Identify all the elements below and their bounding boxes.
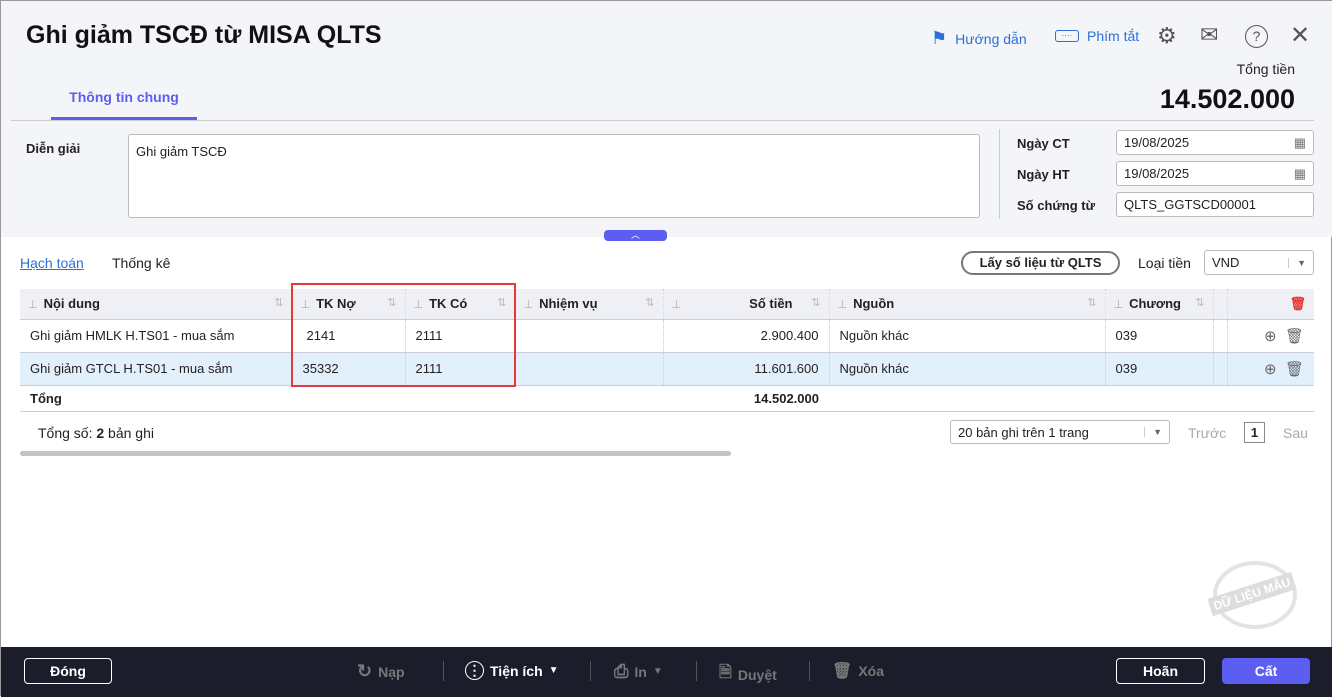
help-icon[interactable]: ? (1245, 25, 1268, 48)
mail-icon[interactable]: ✉ (1200, 22, 1219, 47)
tab-stats[interactable]: Thống kê (112, 255, 171, 271)
pin-icon: ⊥ (1113, 299, 1124, 312)
col-content[interactable]: ⊥ Nội dung ⇅ (20, 289, 293, 319)
reload-icon: ↻ (357, 661, 373, 681)
col-task[interactable]: ⊥ Nhiệm vụ ⇅ (515, 289, 664, 319)
chevron-down-icon: ▼ (1144, 427, 1162, 437)
divider (999, 129, 1000, 219)
pin-icon: ⊥ (837, 299, 848, 312)
col-credit[interactable]: ⊥ TK Có ⇅ (405, 289, 516, 319)
total-label: Tổng tiền (1236, 61, 1295, 77)
delete-button[interactable]: 🗑 Xóa (832, 663, 884, 680)
date-ct-input[interactable]: 19/08/2025 ▦ (1116, 130, 1314, 155)
delete-all-icon[interactable]: 🗑 (1227, 289, 1314, 319)
fetch-data-button[interactable]: Lấy số liệu từ QLTS (961, 251, 1120, 275)
accounting-table: ⊥ Nội dung ⇅ ⊥ TK Nợ ⇅ ⊥ TK Có ⇅ ⊥ Nhiệm vụ ⇅ ⊥ S… (20, 289, 1314, 412)
currency-select[interactable]: VND ▼ (1204, 250, 1314, 275)
next-page-button[interactable]: Sau (1283, 425, 1308, 441)
total-row: Tổng 14.502.000 (20, 384, 1314, 412)
col-source[interactable]: ⊥ Nguồn ⇅ (829, 289, 1106, 319)
pin-icon: ⊥ (28, 299, 38, 312)
col-debit[interactable]: ⊥ TK Nợ ⇅ (292, 289, 406, 319)
page-number[interactable]: 1 (1244, 422, 1265, 443)
save-button[interactable]: Cất (1222, 658, 1310, 684)
date-ht-input[interactable]: 19/08/2025 ▦ (1116, 161, 1314, 186)
voucher-input[interactable]: QLTS_GGTSCD00001 (1116, 192, 1314, 217)
add-row-icon[interactable]: ⊕ (1264, 360, 1277, 378)
printer-icon: ⎙ (614, 661, 629, 681)
sort-icon: ⇅ (387, 297, 397, 310)
date-ct-label: Ngày CT (1017, 136, 1070, 151)
pin-icon: ⊥ (413, 299, 424, 312)
postpone-button[interactable]: Hoãn (1116, 658, 1205, 684)
calendar-icon[interactable]: ▦ (1293, 134, 1306, 150)
horizontal-scrollbar[interactable] (20, 451, 731, 456)
print-button[interactable]: ⎙ In ▼ (614, 661, 663, 681)
add-row-icon[interactable]: ⊕ (1264, 327, 1277, 345)
sample-data-watermark (1213, 561, 1297, 629)
more-icon: ⋮ (465, 661, 484, 680)
sort-icon: ⇅ (1087, 297, 1097, 310)
col-chapter[interactable]: ⊥ Chương ⇅ (1105, 289, 1214, 319)
pin-icon: ⊥ (523, 299, 534, 312)
close-button[interactable]: Đóng (24, 658, 112, 684)
shortcuts-button[interactable]: ···· Phím tắt (1055, 28, 1139, 44)
tab-general[interactable]: Thông tin chung (51, 89, 197, 120)
sort-icon: ⇅ (811, 297, 821, 310)
sort-icon: ⇅ (497, 297, 507, 310)
date-ht-label: Ngày HT (1017, 167, 1070, 182)
sort-icon: ⇅ (274, 297, 284, 310)
signpost-icon: ⚑ (931, 28, 948, 48)
tab-accounting[interactable]: Hạch toán (20, 255, 84, 271)
approve-button[interactable]: 🗎 Duyệt (719, 661, 777, 688)
description-label: Diễn giải (26, 141, 81, 156)
sort-icon: ⇅ (645, 297, 655, 310)
description-input[interactable]: Ghi giảm TSCĐ (128, 134, 980, 218)
page-title: Ghi giảm TSCĐ từ MISA QLTS (26, 21, 382, 49)
col-amount[interactable]: ⊥ Số tiền ⇅ (663, 289, 830, 319)
keyboard-icon: ···· (1055, 30, 1079, 42)
document-icon: 🗎 (719, 664, 732, 681)
chevron-down-icon: ▼ (652, 666, 663, 677)
guide-button[interactable]: ⚑ Hướng dẫn (931, 28, 1027, 48)
close-icon[interactable]: ✕ (1290, 22, 1311, 49)
total-value: 14.502.000 (1159, 84, 1295, 114)
collapse-chevron-icon[interactable]: ︿ (604, 230, 667, 241)
voucher-label: Số chứng từ (1017, 198, 1096, 213)
utilities-button[interactable]: ⋮ Tiện ích ▼ (465, 661, 559, 680)
table-row[interactable]: Ghi giảm GTCL H.TS01 - mua sắm 35332 211… (20, 351, 1314, 385)
pin-icon: ⊥ (300, 299, 311, 312)
table-header: ⊥ Nội dung ⇅ ⊥ TK Nợ ⇅ ⊥ TK Có ⇅ ⊥ Nhiệm vụ ⇅ ⊥ S… (20, 289, 1314, 319)
table-row[interactable]: Ghi giảm HMLK H.TS01 - mua sắm 2141 2111… (20, 318, 1314, 352)
trash-icon[interactable]: 🗑 (1284, 327, 1304, 345)
record-count: Tổng số: 2 bản ghi (38, 425, 154, 441)
divider (11, 120, 1314, 121)
currency-label: Loại tiền (1138, 255, 1191, 271)
sort-icon: ⇅ (1195, 297, 1205, 310)
reload-button[interactable]: ↻ Nạp (357, 661, 405, 681)
page-size-select[interactable]: 20 bản ghi trên 1 trang ▼ (950, 420, 1170, 444)
chevron-down-icon: ▼ (1288, 257, 1306, 268)
pin-icon: ⊥ (671, 299, 682, 311)
footer-toolbar: Đóng ↻ Nạp ⋮ Tiện ích ▼ ⎙ In ▼ 🗎 Duyệt 🗑 Xóa Ho… (1, 647, 1332, 697)
trash-icon: 🗑 (832, 663, 853, 680)
trash-icon[interactable]: 🗑 (1284, 360, 1304, 378)
chevron-down-icon: ▼ (548, 665, 559, 676)
highlight-box (291, 283, 516, 387)
prev-page-button[interactable]: Trước (1188, 425, 1227, 441)
calendar-icon[interactable]: ▦ (1293, 165, 1306, 181)
gear-icon[interactable]: ⚙ (1157, 23, 1177, 48)
